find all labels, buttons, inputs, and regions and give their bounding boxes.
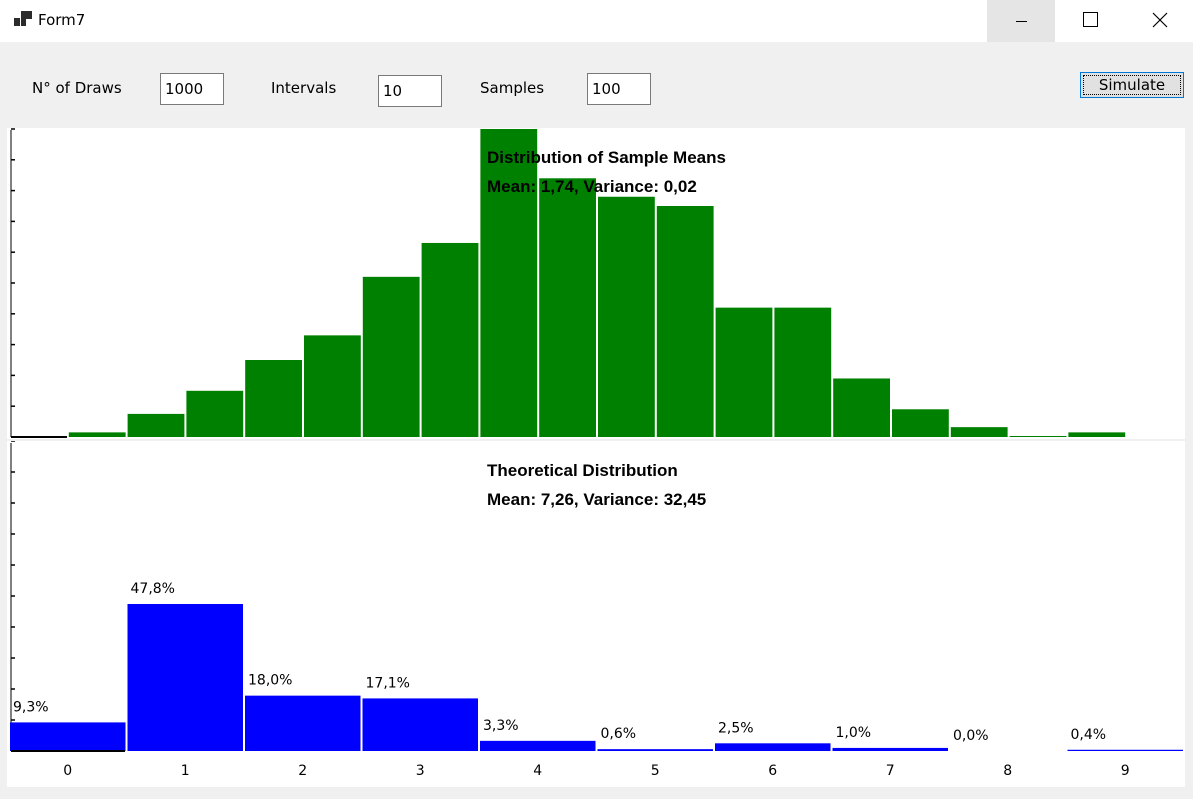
sample-bar <box>656 206 714 437</box>
x-tick-label: 3 <box>416 763 425 779</box>
sample-means-chart: Distribution of Sample Means Mean: 1,74,… <box>7 128 1185 439</box>
theoretical-title: Theoretical Distribution <box>487 461 678 480</box>
x-tick-label: 8 <box>1003 763 1012 779</box>
theoretical-chart: 9,3% 0 47,8% 1 18,0% 2 17,1% 3 3,3% 4 0,6% 5 2,5% 6 1,… <box>7 441 1185 787</box>
x-tick-label: 6 <box>768 763 777 779</box>
intervals-label: Intervals <box>271 79 337 97</box>
sample-bar <box>892 409 949 437</box>
sample-means-title: Distribution of Sample Means <box>487 148 726 167</box>
sample-bar <box>539 178 596 437</box>
theoretical-bar <box>1067 749 1183 751</box>
theoretical-bar <box>597 749 713 751</box>
sample-bar <box>715 307 773 437</box>
sample-bar <box>833 378 890 437</box>
sample-bar <box>421 242 479 437</box>
theoretical-bar <box>362 698 478 751</box>
sample-bar <box>480 129 538 437</box>
sample-bar <box>245 360 302 437</box>
x-tick-label: 4 <box>533 763 542 779</box>
theoretical-plot: 9,3% 0 47,8% 1 18,0% 2 17,1% 3 3,3% 4 0,6% 5 2,5% 6 1,… <box>10 441 1183 779</box>
bar-value-label: 1,0% <box>836 725 872 741</box>
sample-bar <box>362 276 420 437</box>
window-title: Form7 <box>38 11 86 29</box>
x-tick-label: 7 <box>886 763 895 779</box>
sample-means-subtitle: Mean: 1,74, Variance: 0,02 <box>487 177 697 196</box>
simulate-button[interactable]: Simulate <box>1080 72 1184 98</box>
sample-bar <box>1009 436 1067 437</box>
bar-value-label: 0,4% <box>1071 727 1107 743</box>
theoretical-bar <box>10 722 126 751</box>
x-tick-label: 5 <box>651 763 660 779</box>
bar-value-label: 0,0% <box>953 728 989 744</box>
bar-value-label: 2,5% <box>718 720 754 736</box>
bar-value-label: 0,6% <box>601 726 637 742</box>
bar-value-label: 9,3% <box>13 699 49 715</box>
minimize-icon <box>1016 21 1027 22</box>
samples-input[interactable]: 100 <box>587 73 651 105</box>
theoretical-bar <box>245 695 361 751</box>
sample-bar <box>186 390 244 437</box>
x-tick-label: 9 <box>1121 763 1130 779</box>
theoretical-bar <box>480 740 596 751</box>
sample-bar <box>774 307 832 437</box>
close-button[interactable] <box>1125 0 1193 42</box>
app-icon <box>14 11 32 27</box>
theoretical-bar <box>832 747 948 751</box>
bar-value-label: 3,3% <box>483 718 519 734</box>
sample-bar <box>598 196 655 437</box>
sample-bar <box>950 427 1008 437</box>
sample-bar <box>68 432 126 437</box>
bar-value-label: 18,0% <box>248 673 292 689</box>
sample-bar <box>1068 432 1126 437</box>
maximize-icon <box>1083 12 1098 27</box>
minimize-button[interactable] <box>987 0 1055 42</box>
sample-bar <box>127 413 185 437</box>
maximize-button[interactable] <box>1055 0 1123 42</box>
theoretical-bar <box>715 743 831 751</box>
simulate-label: Simulate <box>1098 76 1166 94</box>
bar-value-label: 47,8% <box>131 581 175 597</box>
sample-means-plot <box>10 128 1126 438</box>
theoretical-bar <box>127 604 243 751</box>
intervals-input[interactable]: 10 <box>378 75 442 107</box>
close-icon <box>1152 12 1168 28</box>
focus-rectangle <box>1083 75 1181 95</box>
draws-label: N° of Draws <box>32 79 122 97</box>
x-tick-label: 0 <box>63 763 72 779</box>
samples-label: Samples <box>480 79 545 97</box>
theoretical-subtitle: Mean: 7,26, Variance: 32,45 <box>487 490 707 509</box>
bar-value-label: 17,1% <box>366 675 410 691</box>
x-tick-label: 1 <box>181 763 190 779</box>
x-tick-label: 2 <box>298 763 307 779</box>
draws-input[interactable]: 1000 <box>160 73 224 105</box>
title-bar: Form7 <box>0 0 1193 42</box>
sample-bar <box>304 335 361 437</box>
